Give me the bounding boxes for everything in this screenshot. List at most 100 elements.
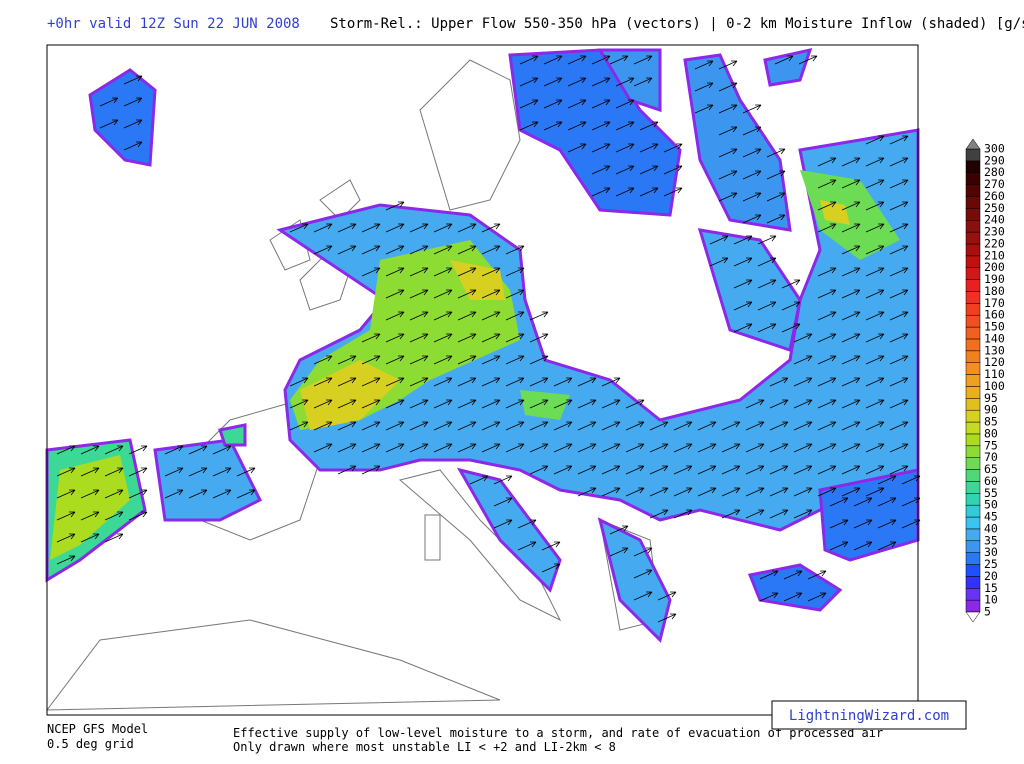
colorbar-swatch [965, 433, 981, 447]
wind-vector [361, 399, 381, 409]
colorbar-label: 270 [984, 177, 1005, 191]
wind-vector [817, 487, 837, 497]
wind-vector [56, 445, 76, 455]
wind-vector [718, 148, 738, 158]
wind-vector [493, 519, 513, 529]
wind-vector [457, 245, 477, 255]
wind-vector [889, 201, 909, 211]
colorbar-swatch [965, 481, 981, 494]
wind-vector [577, 443, 597, 453]
wind-vector [841, 355, 861, 365]
colorbar-label: 120 [984, 355, 1005, 369]
wind-vector [841, 157, 861, 167]
colorbar-swatch [965, 493, 981, 506]
wind-vector [742, 170, 762, 180]
wind-vector [745, 443, 765, 453]
wind-vector [56, 555, 76, 565]
wind-vector [519, 55, 539, 65]
wind-vector [757, 279, 777, 289]
wind-vector [289, 377, 309, 387]
wind-vector [721, 487, 741, 497]
wind-vector [505, 399, 525, 409]
wind-vector [841, 179, 861, 189]
wind-vector [385, 333, 405, 343]
wind-vector [718, 192, 738, 202]
wind-vector [481, 267, 501, 277]
colorbar-label: 190 [984, 272, 1005, 286]
colorbar-swatch [965, 588, 981, 601]
wind-vector [769, 465, 789, 475]
wind-vector [553, 465, 573, 475]
colorbar-swatch [965, 160, 981, 173]
wind-vector [505, 289, 525, 299]
colorbar-label: 15 [984, 581, 998, 595]
wind-vector [361, 355, 381, 365]
wind-vector [829, 519, 849, 529]
wind-vector [865, 355, 885, 365]
colorbar-label: 85 [984, 415, 998, 429]
wind-vector [591, 99, 611, 109]
wind-vector [865, 289, 885, 299]
colorbar-label: 150 [984, 320, 1005, 334]
wind-vector [289, 399, 309, 409]
wind-vector [164, 467, 184, 477]
wind-vector [718, 170, 738, 180]
wind-vector [721, 509, 741, 519]
wind-vector [433, 267, 453, 277]
wind-vector [409, 223, 429, 233]
wind-vector [793, 421, 813, 431]
wind-vector [236, 467, 256, 477]
wind-vector [80, 467, 100, 477]
wind-vector [757, 301, 777, 311]
wind-vector [793, 443, 813, 453]
wind-vector [409, 355, 429, 365]
colorbar-swatch [965, 540, 981, 553]
wind-vector [657, 613, 677, 623]
wind-vector [104, 489, 124, 499]
wind-vector [625, 421, 645, 431]
wind-vector [385, 311, 405, 321]
colorbar-swatch [965, 445, 981, 458]
wind-vector [409, 377, 429, 387]
colorbar-swatch [965, 338, 981, 352]
wind-vector [673, 509, 693, 519]
wind-vector [733, 323, 753, 333]
wind-vector [529, 443, 549, 453]
wind-vector [409, 421, 429, 431]
wind-vector [505, 377, 525, 387]
wind-vector [817, 201, 837, 211]
wind-vector [817, 311, 837, 321]
colorbar-swatch [965, 291, 981, 304]
wind-vector [493, 475, 513, 485]
wind-vector [759, 570, 779, 580]
wind-vector [807, 592, 827, 602]
wind-vector [577, 465, 597, 475]
colorbar-label: 50 [984, 498, 998, 512]
wind-vector [553, 399, 573, 409]
colorbar-swatch [965, 457, 981, 470]
wind-vector [769, 399, 789, 409]
wind-vector [361, 223, 381, 233]
wind-vector [721, 465, 741, 475]
colorbar-label: 65 [984, 462, 998, 476]
wind-vector [123, 141, 143, 151]
wind-vector [829, 497, 849, 507]
wind-vector [56, 489, 76, 499]
wind-vector [313, 377, 333, 387]
colorbar-label: 75 [984, 438, 998, 452]
wind-vector [853, 541, 873, 551]
map [45, 44, 921, 716]
colorbar-swatch [965, 552, 981, 565]
wind-vector [123, 75, 143, 85]
wind-vector [128, 489, 148, 499]
wind-vector [781, 279, 801, 289]
colorbar-swatch [965, 398, 981, 411]
wind-vector [337, 443, 357, 453]
wind-vector [793, 509, 813, 519]
colorbar-label: 95 [984, 391, 998, 405]
colorbar-bottom-arrow [965, 611, 981, 623]
colorbar-top-arrow [965, 138, 981, 150]
colorbar-swatch [965, 362, 981, 375]
wind-vector [188, 467, 208, 477]
wind-vector [817, 289, 837, 299]
